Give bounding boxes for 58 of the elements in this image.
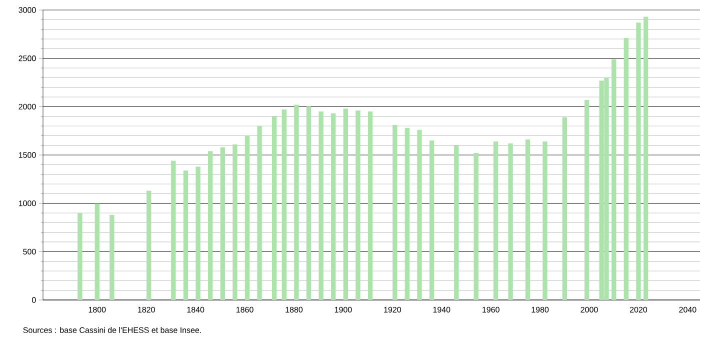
y-tick-label: 1000: [18, 200, 36, 206]
bar: [368, 111, 373, 300]
y-tick-label: 3000: [18, 7, 36, 13]
bar: [392, 125, 398, 300]
bar: [429, 140, 434, 300]
bar: [282, 110, 286, 300]
x-tick-label: 1900: [334, 306, 352, 313]
bar: [318, 111, 324, 300]
x-tick-label: 1800: [88, 306, 106, 313]
x-tick-label: 1980: [532, 306, 549, 313]
y-tick-label: 2500: [18, 56, 36, 62]
y-tick-label: 1500: [18, 152, 36, 158]
bar: [542, 141, 548, 300]
bar: [306, 106, 312, 300]
bar: [584, 100, 590, 300]
bar: [508, 143, 513, 300]
bar: [208, 151, 213, 300]
x-tick-label: 1880: [286, 306, 303, 313]
bar: [331, 113, 336, 300]
bar: [294, 104, 299, 300]
bar: [636, 22, 641, 300]
bar: [196, 166, 200, 300]
x-tick-label: 1920: [384, 306, 402, 313]
bar: [146, 190, 152, 300]
x-tick-label: 1960: [482, 306, 500, 313]
x-tick-label: 1940: [433, 306, 450, 313]
bar: [417, 130, 422, 300]
bar: [171, 160, 176, 300]
bar: [94, 203, 100, 300]
bar: [220, 147, 225, 300]
bar: [232, 144, 238, 300]
source-note: Sources : base Cassini de l'EHESS et base Insee.: [23, 327, 201, 333]
bar: [183, 170, 188, 300]
bar: [454, 145, 459, 300]
bar: [404, 128, 410, 300]
x-tick-label: 2040: [679, 306, 696, 313]
y-tick-label: 2000: [18, 104, 36, 110]
x-tick-label: 1840: [187, 306, 204, 313]
bar: [244, 136, 250, 300]
bar: [257, 126, 262, 300]
bar: [272, 116, 277, 300]
bar: [612, 59, 616, 300]
bar: [644, 16, 648, 300]
bar: [78, 212, 82, 300]
y-tick-label: 500: [23, 248, 36, 254]
x-tick-label: 1820: [138, 306, 155, 313]
bar: [356, 110, 360, 300]
y-tick-label: 0: [32, 297, 36, 303]
x-tick-label: 2020: [630, 306, 648, 313]
bar: [624, 38, 629, 300]
bar: [493, 141, 498, 300]
bar: [525, 140, 530, 300]
bar: [562, 117, 567, 300]
bar: [110, 214, 114, 300]
bar: [343, 108, 348, 300]
bar: [474, 153, 478, 300]
x-tick-label: 2000: [580, 306, 598, 313]
x-tick-label: 1860: [236, 306, 254, 313]
